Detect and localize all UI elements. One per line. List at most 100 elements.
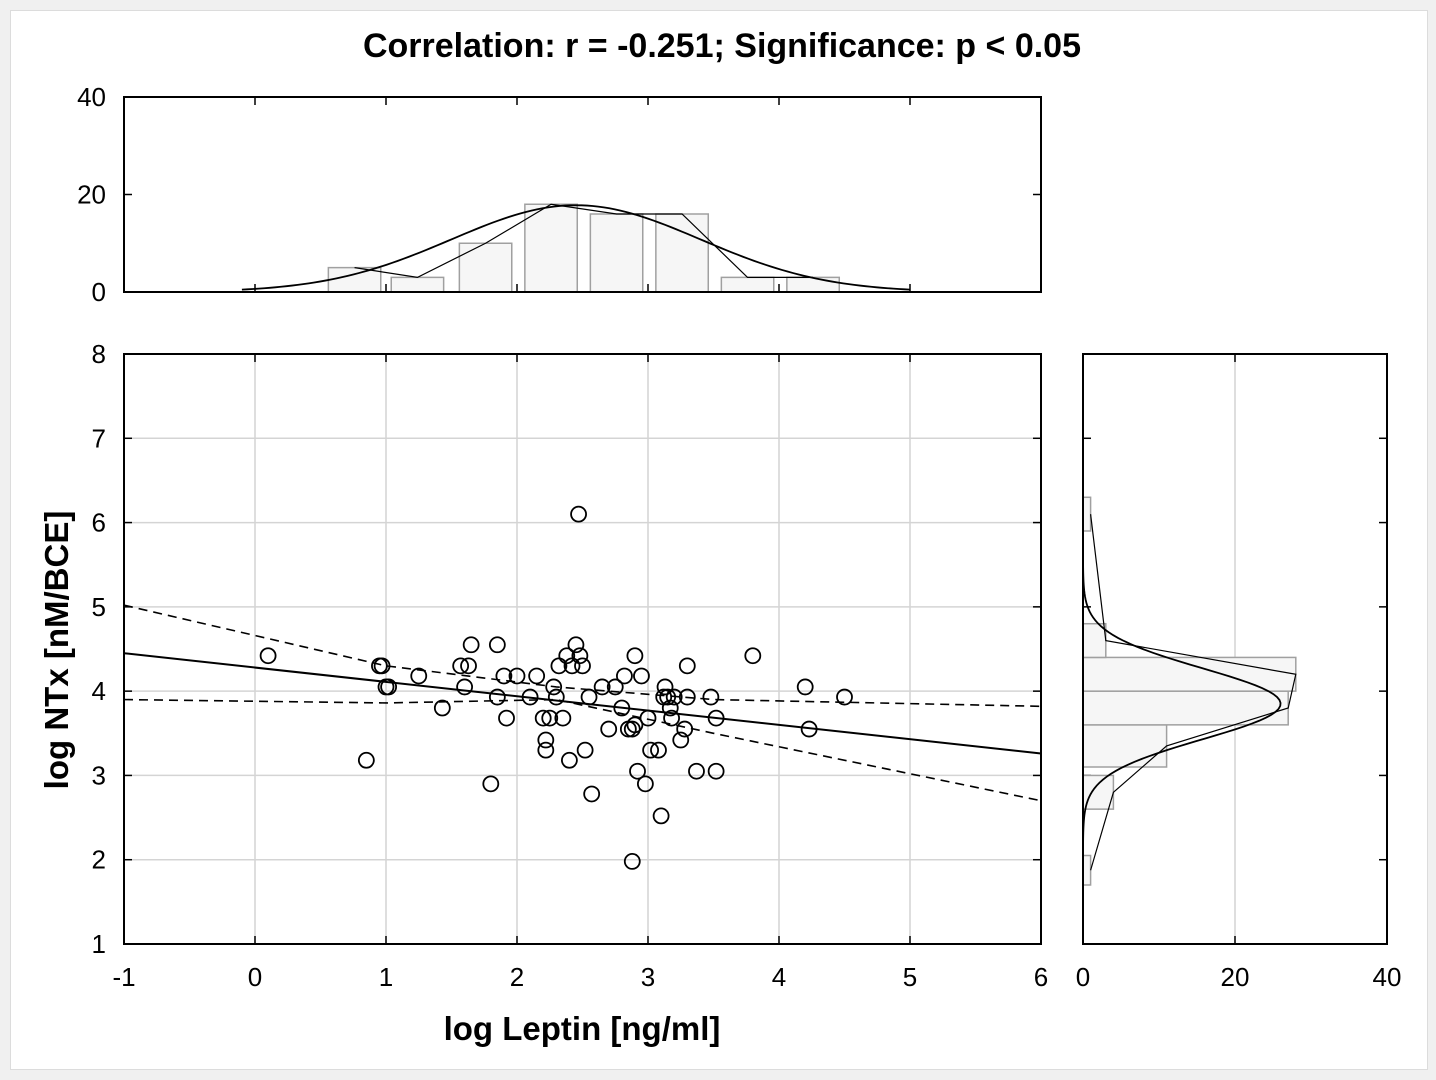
data-point [537,731,555,749]
data-point [665,688,683,706]
data-point [482,775,500,793]
x-tick-label: 0 [248,962,262,992]
data-point [613,699,631,717]
data-point [547,688,565,706]
data-point [836,688,853,706]
data-point [663,709,680,727]
data-point [672,731,690,749]
data-point [600,720,618,738]
data-point [629,762,646,780]
data-point [508,667,526,685]
plot-border [123,353,1042,945]
data-point [561,751,578,769]
right-hist-bar [1082,724,1168,768]
top-hist-bar [589,213,644,293]
top-hist-y-tick-label: 40 [77,82,106,112]
data-point [707,762,725,780]
top-hist-bar [390,276,445,293]
top-hist-bar [524,203,579,293]
x-tick-label: 3 [641,962,655,992]
data-point [456,678,474,696]
data-point [554,709,572,727]
y-tick-label: 3 [92,760,106,790]
y-tick-label: 1 [92,929,106,959]
data-point [580,688,598,706]
right-hist-x-tick-label: 20 [1221,962,1250,992]
data-point [488,636,506,654]
confidence-band-upper [123,604,1042,708]
data-point [545,678,563,696]
right-hist-x-tick-label: 0 [1076,962,1090,992]
right-hist-bar [1082,854,1092,886]
right-hist-bar [1082,774,1115,810]
data-point [659,688,677,706]
x-tick-label: 5 [903,962,917,992]
data-point [702,688,720,706]
data-point [571,647,589,665]
data-point [583,785,601,803]
data-point [574,657,591,675]
data-point [357,751,375,769]
data-point [488,688,506,706]
data-point [623,853,641,870]
data-point [626,716,644,734]
y-tick-label: 4 [92,676,106,706]
right-hist-bar [1082,496,1092,532]
top-hist-bar [655,213,710,293]
top-histogram: 0 20 40 [77,82,1042,307]
regression-line [123,652,1042,755]
top-hist-border [123,96,1042,293]
y-tick-label: 6 [92,508,106,538]
top-hist-normal-curve [241,204,911,291]
data-point [537,741,555,759]
top-hist-y-tick-label: 0 [92,277,106,307]
right-hist-bar [1082,622,1107,659]
data-point [462,636,480,654]
data-point [521,688,539,706]
data-point [534,709,552,727]
data-point [633,667,650,685]
data-point [570,505,587,523]
data-point [576,741,594,759]
data-point [676,720,694,738]
top-hist-y-tick-label: 20 [77,180,106,210]
data-point [661,699,679,717]
data-point [636,775,654,793]
x-tick-label: 4 [772,962,786,992]
data-point [452,657,470,675]
x-tick-label: 2 [510,962,524,992]
x-tick-label: 1 [379,962,393,992]
data-point [639,709,657,727]
y-tick-label: 7 [92,423,106,453]
data-point [744,647,762,665]
data-point [652,807,670,825]
y-tick-label: 8 [92,339,106,369]
x-axis-label: log Leptin [ng/ml] [444,1010,721,1047]
top-hist-bar [458,242,513,293]
right-histogram: 0 20 40 [1076,353,1401,992]
data-point [796,678,814,696]
scatter-plot: -1 0 1 2 3 4 5 6 1 2 3 4 5 6 7 8 [92,339,1049,992]
data-point [616,667,633,685]
data-point [498,709,515,727]
data-point [410,667,428,685]
data-point [380,678,398,696]
data-point [259,647,277,665]
y-axis-label: log NTx [nM/BCE] [38,511,75,790]
data-point [707,709,725,727]
top-hist-frequency-polygon [354,203,814,278]
data-point [678,688,696,706]
right-hist-border [1082,353,1388,945]
data-point [626,647,644,665]
top-hist-bar [786,276,841,293]
data-point [678,657,696,675]
right-hist-frequency-polygon [1090,514,1297,871]
data-point [460,657,477,675]
data-point [623,720,641,738]
x-tick-label: 6 [1034,962,1048,992]
data-point [433,699,451,717]
y-tick-label: 5 [92,592,106,622]
data-point [528,667,546,685]
data-point [373,657,391,675]
